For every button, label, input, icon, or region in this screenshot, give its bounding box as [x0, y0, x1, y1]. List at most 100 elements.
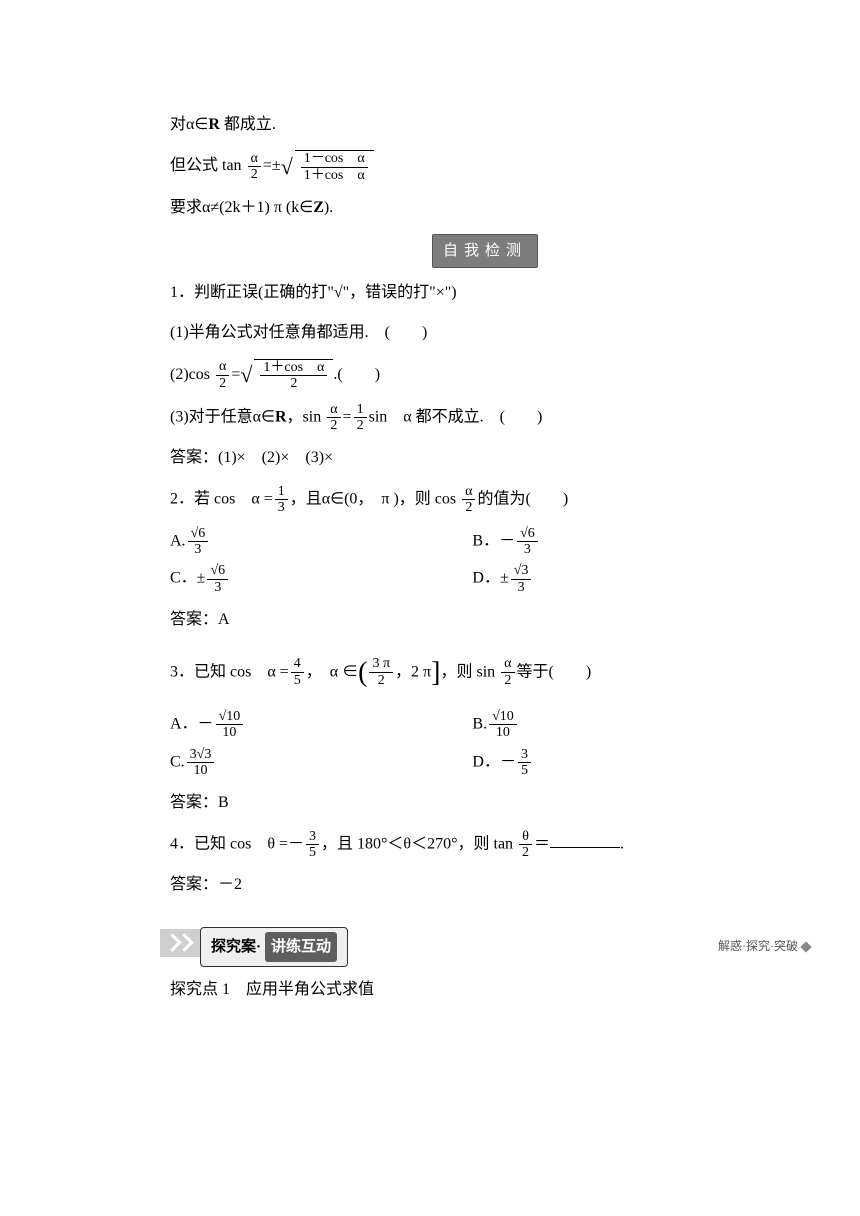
fraction: √63	[188, 526, 209, 558]
fraction: √1010	[216, 709, 244, 741]
denominator: 2	[501, 672, 514, 688]
set-R: R	[275, 408, 287, 425]
denominator: 2	[248, 166, 261, 182]
text: 3．已知 cos α =	[170, 663, 289, 680]
fraction: 45	[291, 656, 304, 688]
label: B．－	[472, 532, 515, 549]
fraction: √63	[207, 563, 228, 595]
q3-stem: 3．已知 cos α =45， α ∈(3 π2，2 π]，则 sin α2等于…	[170, 646, 800, 699]
intro-line-1: 对α∈R 都成立.	[170, 110, 800, 140]
numerator: √6	[517, 526, 538, 541]
denominator: 5	[306, 844, 319, 860]
text: 对	[170, 116, 186, 133]
text: 都成立.	[220, 116, 276, 133]
label: D．±	[472, 570, 508, 587]
text: ).	[324, 199, 333, 216]
text: ， α ∈	[306, 663, 358, 680]
numerator: α	[327, 402, 340, 417]
denominator: 3	[207, 579, 228, 595]
sqrt-content: 1－cos α1＋cos α	[295, 150, 374, 183]
text: 等于( )	[517, 663, 592, 680]
denominator: 2	[216, 375, 229, 391]
fraction: α2	[216, 359, 229, 391]
fraction: α2	[462, 484, 475, 516]
q3-options-row-2: C.3√310 D．－35	[170, 747, 800, 779]
q2-options-row-2: C．±√63 D．±√33	[170, 563, 800, 595]
numerator: √10	[216, 709, 244, 724]
label: D．－	[472, 753, 516, 770]
explore-topic-1: 探究点 1 应用半角公式求值	[170, 975, 800, 1005]
label: B.	[472, 715, 487, 732]
sqrt-content: 1＋cos α2	[254, 359, 333, 392]
banner-dot: ·	[256, 939, 261, 955]
intro-line-3: 要求α≠(2k＋1) π (k∈Z).	[170, 193, 800, 223]
q2-option-b: B．－√63	[472, 526, 774, 558]
denominator: 2	[462, 499, 475, 515]
text: ＝	[534, 835, 550, 852]
text: ，且α∈(0， π )，则 cos	[290, 490, 460, 507]
numerator: 1	[275, 484, 288, 499]
numerator: α	[501, 656, 514, 671]
intro-line-2: 但公式 tan α2=± 1－cos α1＋cos α	[170, 150, 800, 183]
q3-option-d: D．－35	[472, 747, 774, 779]
fraction: √1010	[489, 709, 517, 741]
text: .	[620, 835, 624, 852]
q4-stem: 4．已知 cos θ =－35，且 180°＜θ＜270°，则 tan θ2＝.	[170, 829, 800, 861]
numerator: 3	[518, 747, 531, 762]
denominator: 2	[369, 672, 393, 688]
label: A.	[170, 532, 186, 549]
self-test-badge: 自我检测	[432, 234, 538, 269]
fraction: θ2	[519, 829, 532, 861]
q3-option-c: C.3√310	[170, 747, 472, 779]
q3-option-a: A．－√1010	[170, 709, 472, 741]
denominator: 3	[275, 499, 288, 515]
fraction: 12	[354, 402, 367, 434]
label: A．－	[170, 715, 214, 732]
set-R: R	[208, 116, 220, 133]
denominator: 5	[291, 672, 304, 688]
denominator: 3	[188, 541, 209, 557]
sqrt: 1－cos α1＋cos α	[285, 150, 374, 183]
q2-option-c: C．±√63	[170, 563, 472, 595]
numerator: 1－cos α	[301, 151, 368, 166]
fraction: √63	[517, 526, 538, 558]
denominator: 2	[327, 417, 340, 433]
fraction: α2	[248, 151, 261, 183]
bracket-left-icon: (	[358, 657, 367, 688]
numerator: √10	[489, 709, 517, 724]
denominator: 5	[518, 762, 531, 778]
numerator: α	[462, 484, 475, 499]
q1-part3: (3)对于任意α∈R，sin α2=12sin α 都不成立. ( )	[170, 402, 800, 434]
numerator: 3 π	[369, 656, 393, 671]
q4-answer: 答案：－2	[170, 870, 800, 900]
denominator: 10	[216, 724, 244, 740]
equals: =±	[263, 157, 281, 174]
q2-options-row-1: A.√63 B．－√63	[170, 526, 800, 558]
denominator: 10	[489, 724, 517, 740]
fraction: α2	[327, 402, 340, 434]
page-body: 对α∈R 都成立. 但公式 tan α2=± 1－cos α1＋cos α 要求…	[0, 0, 860, 1075]
numerator: 3	[306, 829, 319, 844]
text: α∈	[186, 116, 208, 133]
denominator: 2	[519, 844, 532, 860]
banner-right-text: 解惑·探究·突破	[718, 939, 798, 953]
numerator: 1	[354, 402, 367, 417]
numerator: 1＋cos α	[260, 360, 327, 375]
sqrt: 1＋cos α2	[244, 359, 333, 392]
numerator: θ	[519, 829, 532, 844]
denominator: 2	[354, 417, 367, 433]
equals: =	[343, 408, 352, 425]
numerator: α	[216, 359, 229, 374]
fraction: 35	[306, 829, 319, 861]
q2-stem: 2．若 cos α =13，且α∈(0， π )，则 cos α2的值为( )	[170, 484, 800, 516]
denominator: 3	[511, 579, 532, 595]
fill-blank	[550, 831, 620, 848]
denominator: 10	[187, 762, 215, 778]
numerator: 4	[291, 656, 304, 671]
fraction: √33	[511, 563, 532, 595]
numerator: √3	[511, 563, 532, 578]
fraction: 1＋cos α2	[260, 360, 327, 392]
set-Z: Z	[313, 199, 324, 216]
denominator: 1＋cos α	[301, 167, 368, 183]
fraction: α2	[501, 656, 514, 688]
